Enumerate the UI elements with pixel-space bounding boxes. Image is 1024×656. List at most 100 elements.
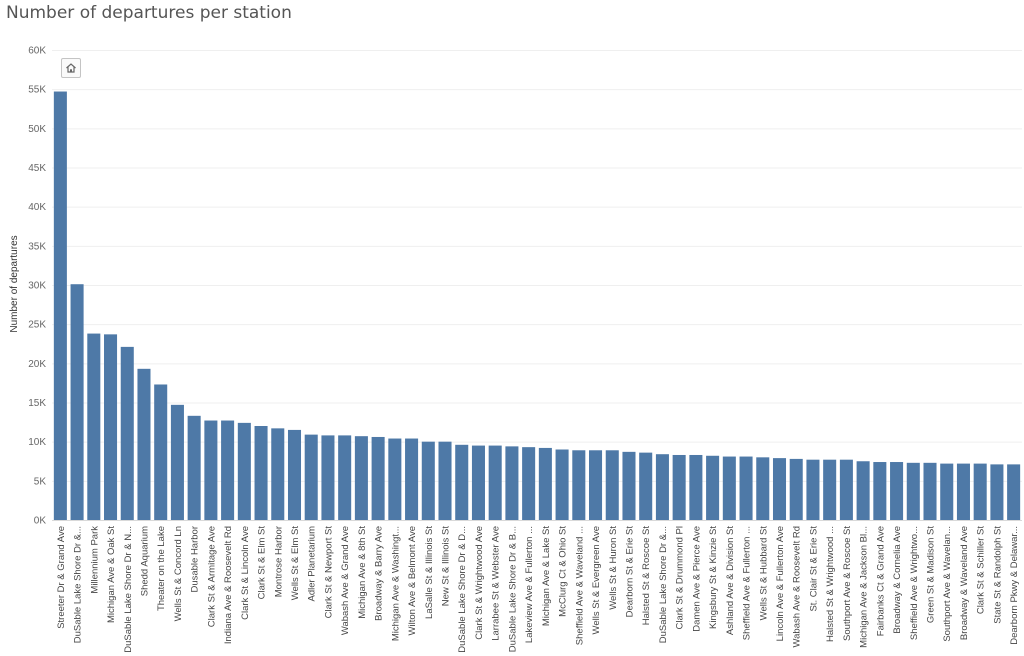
- bar[interactable]: [756, 457, 770, 520]
- home-button[interactable]: [61, 58, 81, 78]
- chart-title: Number of departures per station: [6, 3, 292, 23]
- bar[interactable]: [605, 450, 619, 520]
- x-tick-label: DuSable Lake Shore Dr &...: [658, 526, 669, 643]
- bar[interactable]: [104, 334, 118, 520]
- x-tick-label: Wells St & Elm St: [290, 526, 301, 601]
- bar[interactable]: [371, 436, 385, 520]
- bar[interactable]: [789, 458, 803, 520]
- bar[interactable]: [204, 420, 218, 520]
- x-tick-label: Broadway & Barry Ave: [374, 526, 385, 621]
- bar[interactable]: [956, 463, 970, 520]
- x-tick-label: Michigan Ave & Jackson Bl...: [859, 526, 870, 648]
- bar[interactable]: [689, 454, 703, 520]
- y-tick-label: 60K: [28, 46, 46, 57]
- y-tick-label: 0K: [34, 516, 47, 527]
- x-tick-label: Michigan Ave & Oak St: [106, 526, 117, 623]
- bar[interactable]: [187, 415, 201, 520]
- bar[interactable]: [455, 444, 469, 520]
- bar[interactable]: [70, 284, 84, 520]
- bar[interactable]: [639, 452, 653, 520]
- x-tick-label: Clark St & Armitage Ave: [206, 526, 217, 627]
- bar[interactable]: [405, 438, 419, 520]
- bar[interactable]: [823, 459, 837, 520]
- bar[interactable]: [672, 454, 686, 520]
- bar[interactable]: [856, 461, 870, 520]
- x-tick-label: Wells St & Huron St: [608, 526, 619, 610]
- bar[interactable]: [53, 91, 67, 521]
- bar[interactable]: [572, 450, 586, 520]
- bar[interactable]: [722, 456, 736, 520]
- bar[interactable]: [906, 462, 920, 520]
- bar[interactable]: [940, 463, 954, 520]
- bar[interactable]: [287, 429, 302, 520]
- x-tick-label: Michigan Ave & Lake St: [541, 526, 552, 627]
- x-tick-label: Clark St & Newport St: [323, 526, 334, 619]
- x-tick-label: DuSable Lake Shore Dr & D...: [457, 526, 468, 653]
- bar[interactable]: [873, 462, 887, 520]
- x-tick-label: McClurg Ct & Ohio St: [558, 526, 569, 617]
- y-tick-label: 15K: [28, 398, 46, 409]
- bar[interactable]: [890, 462, 904, 520]
- x-tick-label: Millennium Park: [89, 526, 100, 594]
- x-tick-label: Clark St & Drummond Pl: [675, 526, 686, 629]
- bar[interactable]: [354, 436, 368, 520]
- bar[interactable]: [589, 450, 603, 520]
- bar[interactable]: [505, 446, 519, 520]
- x-tick-label: Damen Ave & Pierce Ave: [691, 526, 702, 632]
- bar[interactable]: [739, 456, 753, 520]
- x-tick-label: Michigan Ave & 8th St: [357, 526, 368, 619]
- bar[interactable]: [237, 422, 251, 520]
- y-tick-label: 40K: [28, 202, 46, 213]
- bar[interactable]: [221, 420, 235, 520]
- x-tick-label: Southport Ave & Wavelan...: [942, 526, 953, 642]
- x-axis-labels: Streeter Dr & Grand Ave DuSable Lake Shor…: [56, 526, 1020, 653]
- bar[interactable]: [488, 445, 502, 520]
- bar[interactable]: [839, 459, 853, 520]
- y-tick-label: 30K: [28, 281, 46, 292]
- bar[interactable]: [271, 428, 285, 520]
- y-tick-label: 35K: [28, 241, 46, 252]
- x-tick-label: Fairbanks Ct & Grand Ave: [875, 526, 886, 636]
- home-icon: [66, 63, 76, 73]
- bar[interactable]: [254, 426, 268, 520]
- bar[interactable]: [421, 441, 435, 520]
- x-tick-label: Sheffield Ave & Wrightwo...: [909, 526, 920, 640]
- bar[interactable]: [990, 464, 1004, 520]
- y-tick-label: 20K: [28, 359, 46, 370]
- bar[interactable]: [120, 346, 134, 520]
- bar[interactable]: [973, 463, 987, 520]
- x-tick-label: Montrose Harbor: [273, 526, 284, 597]
- x-tick-label: New St & Illinois St: [441, 526, 452, 607]
- bar[interactable]: [154, 384, 168, 520]
- x-tick-label: Dearborn Pkwy & Delawar...: [1009, 526, 1020, 645]
- x-tick-label: Green St & Madison St: [926, 526, 937, 624]
- bar[interactable]: [1007, 464, 1021, 520]
- bar[interactable]: [555, 449, 569, 521]
- bar[interactable]: [338, 435, 352, 520]
- bar[interactable]: [538, 447, 552, 520]
- bar[interactable]: [388, 438, 402, 520]
- bar[interactable]: [806, 459, 820, 520]
- x-tick-label: Ashland Ave & Division St: [725, 526, 736, 635]
- grid-lines: [52, 50, 1022, 521]
- bar[interactable]: [772, 458, 787, 520]
- bar[interactable]: [706, 455, 720, 520]
- y-tick-label: 50K: [28, 124, 46, 135]
- bar[interactable]: [622, 451, 636, 520]
- bar[interactable]: [438, 441, 452, 520]
- bar[interactable]: [522, 447, 536, 520]
- bar[interactable]: [304, 434, 318, 520]
- x-tick-label: Lakeview Ave & Fullerton ...: [524, 526, 535, 643]
- bar[interactable]: [87, 333, 101, 520]
- x-tick-label: Broadway & Waveland Ave: [959, 526, 970, 640]
- x-tick-label: LaSalle St & Illinois St: [424, 526, 435, 619]
- x-tick-label: Clark St & Lincoln Ave: [240, 526, 251, 620]
- bar[interactable]: [655, 454, 669, 520]
- x-tick-label: Wabash Ave & Roosevelt Rd: [792, 526, 803, 647]
- x-tick-label: Clark St & Wrightwood Ave: [474, 526, 485, 640]
- bar[interactable]: [321, 435, 335, 520]
- bar[interactable]: [137, 368, 151, 520]
- bar[interactable]: [923, 462, 937, 520]
- bar[interactable]: [170, 404, 184, 520]
- bar[interactable]: [471, 445, 485, 520]
